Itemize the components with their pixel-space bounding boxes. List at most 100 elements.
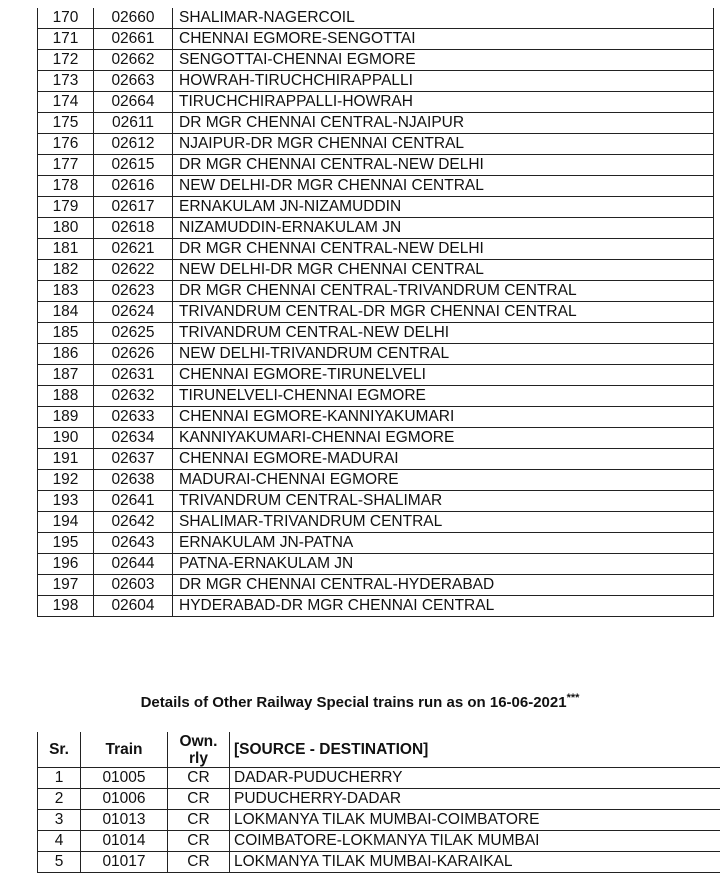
serial-cell: 180 — [37, 217, 94, 239]
table-row: 171 02661 CHENNAI EGMORE-SENGOTTAI — [37, 28, 714, 50]
table-row: 198 02604 HYDERABAD-DR MGR CHENNAI CENTRAL — [37, 595, 714, 617]
serial-cell: 195 — [37, 532, 94, 554]
table-row: 178 02616 NEW DELHI-DR MGR CHENNAI CENTRAL — [37, 175, 714, 197]
route-cell: NEW DELHI-DR MGR CHENNAI CENTRAL — [172, 175, 714, 197]
table-row: 183 02623 DR MGR CHENNAI CENTRAL-TRIVANDRU… — [37, 280, 714, 302]
serial-cell: 191 — [37, 448, 94, 470]
owning-railway-cell: CR — [167, 767, 230, 789]
table-row: 176 02612 NJAIPUR-DR MGR CHENNAI CENTRAL — [37, 133, 714, 155]
serial-cell: 196 — [37, 553, 94, 575]
header-train: Train — [80, 732, 168, 768]
route-cell: LOKMANYA TILAK MUMBAI-KARAIKAL — [229, 851, 720, 873]
route-cell: DR MGR CHENNAI CENTRAL-NEW DELHI — [172, 154, 714, 176]
table-row: 191 02637 CHENNAI EGMORE-MADURAI — [37, 448, 714, 470]
route-cell: NEW DELHI-DR MGR CHENNAI CENTRAL — [172, 259, 714, 281]
table-row: 192 02638 MADURAI-CHENNAI EGMORE — [37, 469, 714, 491]
route-cell: TRIVANDRUM CENTRAL-SHALIMAR — [172, 490, 714, 512]
header-source-destination: [SOURCE - DESTINATION] — [229, 732, 720, 768]
route-cell: ERNAKULAM JN-PATNA — [172, 532, 714, 554]
table-row: 2 01006 CR PUDUCHERRY-DADAR — [37, 788, 720, 810]
train-number-cell: 02617 — [93, 196, 173, 218]
train-number-cell: 02618 — [93, 217, 173, 239]
serial-cell: 172 — [37, 49, 94, 71]
route-cell: PATNA-ERNAKULAM JN — [172, 553, 714, 575]
route-cell: TRIVANDRUM CENTRAL-DR MGR CHENNAI CENTRA… — [172, 301, 714, 323]
train-number-cell: 02603 — [93, 574, 173, 596]
route-cell: LOKMANYA TILAK MUMBAI-COIMBATORE — [229, 809, 720, 831]
route-cell: CHENNAI EGMORE-SENGOTTAI — [172, 28, 714, 50]
route-cell: CHENNAI EGMORE-MADURAI — [172, 448, 714, 470]
serial-cell: 178 — [37, 175, 94, 197]
serial-cell: 177 — [37, 154, 94, 176]
route-cell: SENGOTTAI-CHENNAI EGMORE — [172, 49, 714, 71]
route-cell: TRIVANDRUM CENTRAL-NEW DELHI — [172, 322, 714, 344]
table-row: 172 02662 SENGOTTAI-CHENNAI EGMORE — [37, 49, 714, 71]
serial-cell: 194 — [37, 511, 94, 533]
train-number-cell: 02622 — [93, 259, 173, 281]
route-cell: DR MGR CHENNAI CENTRAL-TRIVANDRUM CENTRA… — [172, 280, 714, 302]
serial-cell: 171 — [37, 28, 94, 50]
table-row: 184 02624 TRIVANDRUM CENTRAL-DR MGR CHENNA… — [37, 301, 714, 323]
route-cell: DADAR-PUDUCHERRY — [229, 767, 720, 789]
route-cell: DR MGR CHENNAI CENTRAL-HYDERABAD — [172, 574, 714, 596]
train-number-cell: 02642 — [93, 511, 173, 533]
serial-cell: 182 — [37, 259, 94, 281]
table-row: 181 02621 DR MGR CHENNAI CENTRAL-NEW DELHI — [37, 238, 714, 260]
train-number-cell: 02660 — [93, 8, 173, 29]
serial-cell: 190 — [37, 427, 94, 449]
table-row: 177 02615 DR MGR CHENNAI CENTRAL-NEW DELHI — [37, 154, 714, 176]
serial-cell: 174 — [37, 91, 94, 113]
train-number-cell: 02611 — [93, 112, 173, 134]
train-number-cell: 02612 — [93, 133, 173, 155]
serial-cell: 4 — [37, 830, 81, 852]
special-trains-table: 170 02660 SHALIMAR-NAGERCOIL 171 02661 CHENNA… — [37, 8, 714, 617]
serial-cell: 2 — [37, 788, 81, 810]
train-number-cell: 02663 — [93, 70, 173, 92]
train-number-cell: 02621 — [93, 238, 173, 260]
train-number-cell: 02638 — [93, 469, 173, 491]
serial-cell: 173 — [37, 70, 94, 92]
route-cell: SHALIMAR-TRIVANDRUM CENTRAL — [172, 511, 714, 533]
route-cell: CHENNAI EGMORE-KANNIYAKUMARI — [172, 406, 714, 428]
train-number-cell: 02626 — [93, 343, 173, 365]
route-cell: ERNAKULAM JN-NIZAMUDDIN — [172, 196, 714, 218]
route-cell: KANNIYAKUMARI-CHENNAI EGMORE — [172, 427, 714, 449]
serial-cell: 3 — [37, 809, 81, 831]
table-row: 174 02664 TIRUCHCHIRAPPALLI-HOWRAH — [37, 91, 714, 113]
train-number-cell: 02631 — [93, 364, 173, 386]
route-cell: DR MGR CHENNAI CENTRAL-NEW DELHI — [172, 238, 714, 260]
serial-cell: 183 — [37, 280, 94, 302]
route-cell: NEW DELHI-TRIVANDRUM CENTRAL — [172, 343, 714, 365]
table-row: 187 02631 CHENNAI EGMORE-TIRUNELVELI — [37, 364, 714, 386]
train-number-cell: 02624 — [93, 301, 173, 323]
serial-cell: 192 — [37, 469, 94, 491]
table-row: 185 02625 TRIVANDRUM CENTRAL-NEW DELHI — [37, 322, 714, 344]
table-row: 3 01013 CR LOKMANYA TILAK MUMBAI-COIMBATORE — [37, 809, 720, 831]
table-row: 196 02644 PATNA-ERNAKULAM JN — [37, 553, 714, 575]
owning-railway-cell: CR — [167, 830, 230, 852]
table-row: 193 02641 TRIVANDRUM CENTRAL-SHALIMAR — [37, 490, 714, 512]
serial-cell: 5 — [37, 851, 81, 873]
serial-cell: 186 — [37, 343, 94, 365]
header-owning-railway: Own. rly — [167, 732, 230, 768]
route-cell: HOWRAH-TIRUCHCHIRAPPALLI — [172, 70, 714, 92]
table-row: 175 02611 DR MGR CHENNAI CENTRAL-NJAIPUR — [37, 112, 714, 134]
table-row: 194 02642 SHALIMAR-TRIVANDRUM CENTRAL — [37, 511, 714, 533]
train-number-cell: 01013 — [80, 809, 168, 831]
table-row: 179 02617 ERNAKULAM JN-NIZAMUDDIN — [37, 196, 714, 218]
route-cell: CHENNAI EGMORE-TIRUNELVELI — [172, 364, 714, 386]
table-row: 182 02622 NEW DELHI-DR MGR CHENNAI CENTRAL — [37, 259, 714, 281]
train-number-cell: 02661 — [93, 28, 173, 50]
table-row: 190 02634 KANNIYAKUMARI-CHENNAI EGMORE — [37, 427, 714, 449]
table-row: 173 02663 HOWRAH-TIRUCHCHIRAPPALLI — [37, 70, 714, 92]
footnote-mark: *** — [566, 692, 580, 704]
table-row: 1 01005 CR DADAR-PUDUCHERRY — [37, 767, 720, 789]
route-cell: NJAIPUR-DR MGR CHENNAI CENTRAL — [172, 133, 714, 155]
serial-cell: 175 — [37, 112, 94, 134]
train-number-cell: 01006 — [80, 788, 168, 810]
serial-cell: 188 — [37, 385, 94, 407]
route-cell: SHALIMAR-NAGERCOIL — [172, 8, 714, 29]
section-title: Details of Other Railway Special trains … — [0, 692, 720, 711]
serial-cell: 185 — [37, 322, 94, 344]
serial-cell: 198 — [37, 595, 94, 617]
